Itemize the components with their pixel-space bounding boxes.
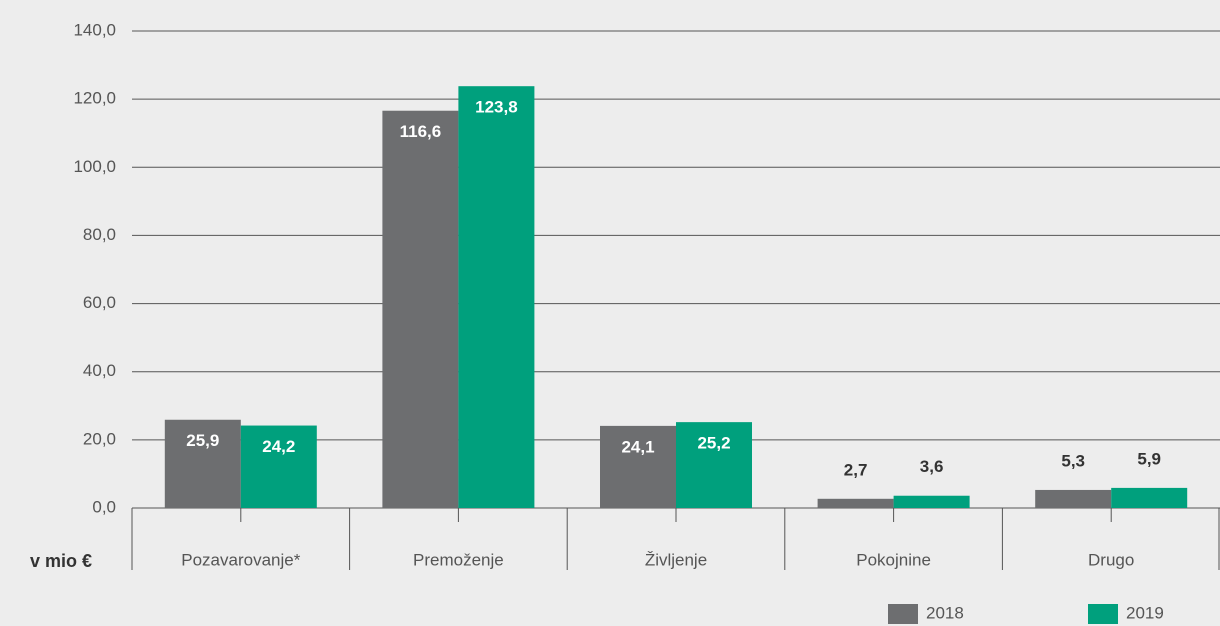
bar <box>240 425 317 508</box>
value-label: 116,6 <box>400 122 442 141</box>
value-label: 25,9 <box>186 431 219 450</box>
bar <box>164 419 241 508</box>
y-tick-label: 0,0 <box>92 497 116 516</box>
value-label: 24,2 <box>262 437 295 456</box>
unit-label: v mio € <box>30 551 92 571</box>
value-label: 123,8 <box>475 98 518 117</box>
legend-swatch <box>1088 604 1118 624</box>
bar <box>893 495 970 508</box>
y-tick-label: 80,0 <box>83 225 116 244</box>
y-tick-label: 20,0 <box>83 429 116 448</box>
bar <box>1111 487 1188 508</box>
x-tick-label: Pokojnine <box>856 550 931 569</box>
y-tick-label: 140,0 <box>73 20 116 39</box>
legend-label: 2019 <box>1126 603 1164 622</box>
y-tick-label: 120,0 <box>73 89 116 108</box>
bar <box>458 86 535 509</box>
bar <box>1035 489 1112 508</box>
x-tick-label: Pozavarovanje* <box>181 550 300 569</box>
bar <box>676 422 752 508</box>
x-tick-label: Premoženje <box>413 550 504 569</box>
legend-label: 2018 <box>926 603 964 622</box>
legend-swatch <box>888 604 918 624</box>
x-tick-label: Drugo <box>1088 550 1134 569</box>
bar <box>600 425 676 508</box>
value-label: 25,2 <box>697 434 730 453</box>
bar <box>817 498 894 508</box>
value-label: 5,3 <box>1061 451 1085 470</box>
value-label: 5,9 <box>1137 449 1161 468</box>
bar <box>382 110 459 508</box>
value-label: 3,6 <box>920 457 944 476</box>
y-tick-label: 40,0 <box>83 361 116 380</box>
y-tick-label: 60,0 <box>83 293 116 312</box>
value-label: 2,7 <box>844 460 868 479</box>
value-label: 24,1 <box>621 437 654 456</box>
x-tick-label: Življenje <box>645 550 707 569</box>
y-tick-label: 100,0 <box>73 157 116 176</box>
